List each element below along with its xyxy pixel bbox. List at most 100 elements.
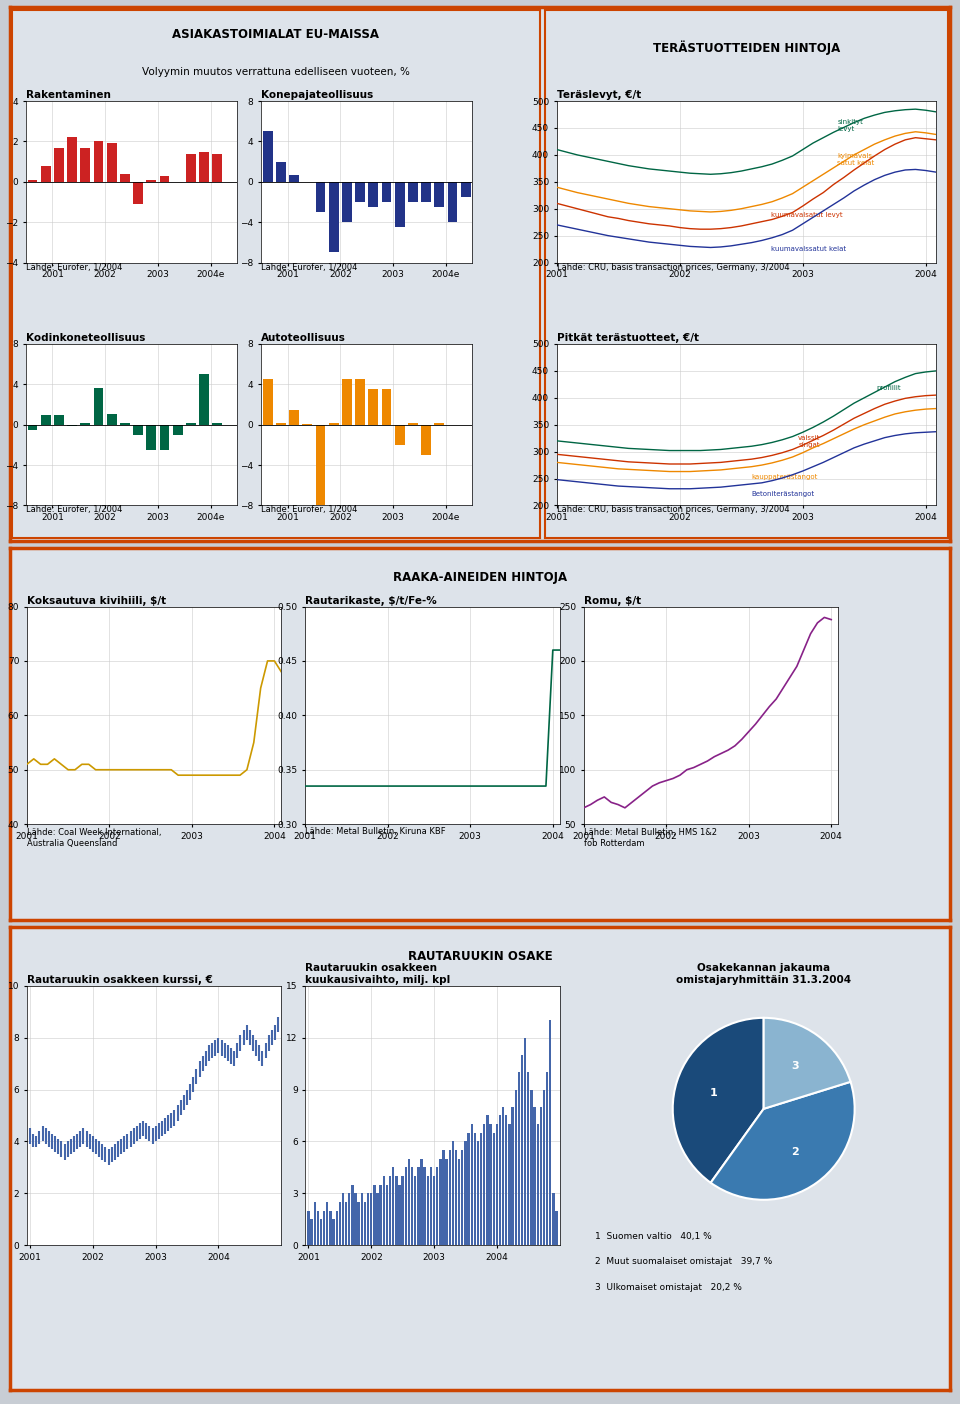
- Bar: [369, 183, 378, 206]
- Bar: [332, 1219, 335, 1245]
- Bar: [445, 1158, 447, 1245]
- Text: Rautaruukin osakkeen
kuukausivaihto, milj. kpl: Rautaruukin osakkeen kuukausivaihto, mil…: [305, 963, 450, 984]
- Bar: [381, 389, 392, 425]
- Bar: [396, 1177, 397, 1245]
- Bar: [515, 1090, 516, 1245]
- Bar: [392, 1167, 395, 1245]
- Bar: [342, 183, 352, 222]
- Bar: [455, 1150, 457, 1245]
- Bar: [40, 166, 51, 183]
- Bar: [542, 1090, 545, 1245]
- Bar: [452, 1141, 454, 1245]
- Bar: [499, 1115, 501, 1245]
- Text: Rautarikaste, $/t/Fe-%: Rautarikaste, $/t/Fe-%: [305, 595, 437, 605]
- Bar: [326, 1202, 328, 1245]
- Bar: [159, 425, 170, 449]
- Bar: [212, 423, 223, 425]
- Bar: [487, 1115, 489, 1245]
- Text: Romu, $/t: Romu, $/t: [584, 595, 641, 605]
- Bar: [328, 423, 339, 425]
- Bar: [483, 1125, 486, 1245]
- Bar: [289, 410, 300, 425]
- Bar: [120, 174, 130, 183]
- Bar: [546, 1073, 548, 1245]
- Bar: [186, 153, 196, 183]
- Bar: [458, 1158, 461, 1245]
- Bar: [552, 1193, 555, 1245]
- Bar: [461, 183, 470, 197]
- Text: Rakentaminen: Rakentaminen: [26, 90, 110, 100]
- Text: Konepajateollisuus: Konepajateollisuus: [261, 90, 373, 100]
- Bar: [408, 183, 418, 202]
- Bar: [401, 1177, 404, 1245]
- Bar: [492, 1133, 495, 1245]
- Text: kuumavalssatut kelat: kuumavalssatut kelat: [771, 246, 846, 253]
- Bar: [379, 1185, 382, 1245]
- Bar: [93, 142, 104, 183]
- Text: Lähde: Eurofer, 1/2004: Lähde: Eurofer, 1/2004: [261, 505, 357, 514]
- Text: Lähde: CRU, basis transaction prices, Germany, 3/2004: Lähde: CRU, basis transaction prices, Ge…: [557, 263, 789, 271]
- Bar: [421, 425, 431, 455]
- Bar: [461, 1150, 464, 1245]
- Bar: [524, 1038, 526, 1245]
- Bar: [310, 1219, 313, 1245]
- Bar: [434, 423, 444, 425]
- Bar: [107, 143, 117, 183]
- Bar: [307, 1210, 309, 1245]
- Bar: [317, 1210, 319, 1245]
- Text: kylmävals-
satut kelat: kylmävals- satut kelat: [837, 153, 875, 166]
- Bar: [133, 183, 143, 204]
- Bar: [434, 183, 444, 206]
- Bar: [107, 414, 117, 425]
- Bar: [199, 152, 209, 183]
- Bar: [316, 425, 325, 511]
- Text: Volyymin muutos verrattuna edelliseen vuoteen, %: Volyymin muutos verrattuna edelliseen vu…: [141, 67, 410, 77]
- Bar: [348, 1193, 350, 1245]
- Bar: [373, 1185, 375, 1245]
- Bar: [314, 1202, 316, 1245]
- Bar: [443, 1150, 444, 1245]
- Bar: [369, 389, 378, 425]
- Bar: [468, 1133, 469, 1245]
- Bar: [320, 1219, 323, 1245]
- Bar: [329, 1210, 331, 1245]
- Bar: [408, 1158, 410, 1245]
- Text: Lähde: Eurofer, 1/2004: Lähde: Eurofer, 1/2004: [26, 263, 122, 271]
- Bar: [342, 379, 352, 425]
- Bar: [411, 1167, 413, 1245]
- Bar: [447, 183, 458, 222]
- Bar: [355, 379, 365, 425]
- Bar: [276, 161, 286, 183]
- Bar: [508, 1125, 511, 1245]
- Title: Osakekannan jakauma
omistajaryhmittäin 31.3.2004: Osakekannan jakauma omistajaryhmittäin 3…: [676, 963, 852, 984]
- Bar: [414, 1177, 417, 1245]
- Bar: [364, 1202, 366, 1245]
- Bar: [355, 183, 365, 202]
- Bar: [28, 425, 37, 430]
- Bar: [439, 1158, 442, 1245]
- Bar: [436, 1167, 439, 1245]
- Bar: [480, 1133, 482, 1245]
- Bar: [28, 180, 37, 183]
- Text: RAUTARUUKIN OSAKE: RAUTARUUKIN OSAKE: [408, 951, 552, 963]
- Bar: [470, 1125, 473, 1245]
- Bar: [40, 414, 51, 425]
- Bar: [146, 180, 156, 183]
- Bar: [420, 1158, 422, 1245]
- Text: Koksautuva kivihiili, $/t: Koksautuva kivihiili, $/t: [27, 595, 166, 605]
- Bar: [383, 1177, 385, 1245]
- Bar: [361, 1193, 363, 1245]
- Bar: [345, 1202, 348, 1245]
- Bar: [339, 1202, 341, 1245]
- Bar: [263, 132, 273, 183]
- Bar: [323, 1210, 325, 1245]
- Text: 2  Muut suomalaiset omistajat   39,7 %: 2 Muut suomalaiset omistajat 39,7 %: [595, 1258, 773, 1266]
- Bar: [517, 1073, 520, 1245]
- Bar: [549, 1021, 551, 1245]
- Bar: [81, 423, 90, 425]
- Bar: [81, 147, 90, 183]
- Text: Lähde: CRU, basis transaction prices, Germany, 3/2004: Lähde: CRU, basis transaction prices, Ge…: [557, 505, 789, 514]
- Bar: [505, 1115, 508, 1245]
- Text: 1  Suomen valtio   40,1 %: 1 Suomen valtio 40,1 %: [595, 1233, 712, 1241]
- Bar: [389, 1177, 392, 1245]
